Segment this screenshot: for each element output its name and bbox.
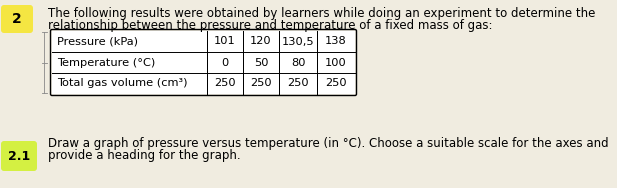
FancyBboxPatch shape [1,5,33,33]
Bar [52,31,355,94]
Text: 120: 120 [250,36,272,46]
Text: 0: 0 [222,58,229,67]
Text: provide a heading for the graph.: provide a heading for the graph. [48,149,241,162]
FancyBboxPatch shape [1,141,37,171]
Text: 250: 250 [325,79,347,89]
Text: The following results were obtained by learners while doing an experiment to det: The following results were obtained by l… [48,7,595,20]
Text: 101: 101 [214,36,236,46]
Text: Total gas volume (cm³): Total gas volume (cm³) [57,79,188,89]
Text: 250: 250 [250,79,272,89]
Text: 100: 100 [325,58,347,67]
Text: 250: 250 [287,79,309,89]
Text: Draw a graph of pressure versus temperature (in °C). Choose a suitable scale for: Draw a graph of pressure versus temperat… [48,137,608,150]
Text: 138: 138 [325,36,347,46]
Text: 130,5: 130,5 [282,36,314,46]
Text: 250: 250 [214,79,236,89]
Text: 80: 80 [291,58,305,67]
Text: 50: 50 [254,58,268,67]
Text: relationship between the pressure and temperature of a fixed mass of gas:: relationship between the pressure and te… [48,19,492,32]
Text: 2.1: 2.1 [8,149,30,162]
Text: Pressure (kPa): Pressure (kPa) [57,36,138,46]
Text: Temperature (°C): Temperature (°C) [57,58,155,67]
Text: 2: 2 [12,12,22,26]
